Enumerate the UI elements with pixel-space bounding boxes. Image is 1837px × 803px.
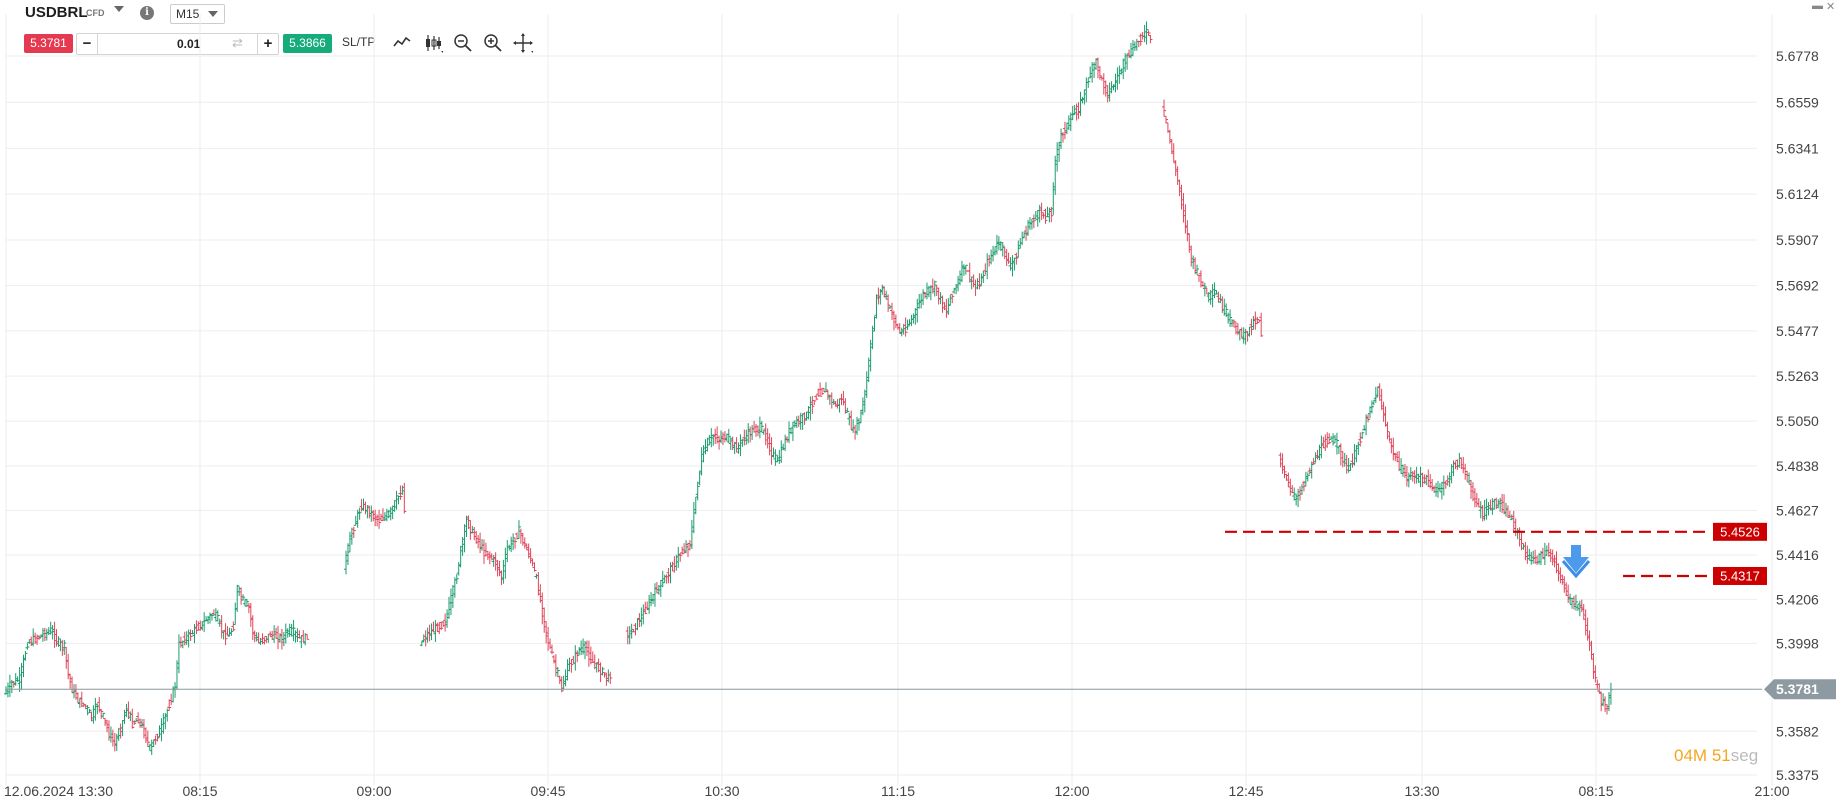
swap-icon[interactable]: ⇄ [232,35,243,50]
current-price-badge [1764,679,1836,700]
arrow-chevron [1561,560,1591,579]
timeframe-select[interactable]: M15 [170,4,225,24]
countdown-minutes-unit: M [1692,746,1708,765]
price-axis-label: 5.6778 [1776,48,1819,64]
time-axis-label: 10:30 [704,783,739,799]
candle-countdown: 04M 51seg [1674,746,1758,766]
quantity-increase-button[interactable]: + [257,34,278,54]
price-axis-label: 5.6559 [1776,94,1819,110]
price-axis-label: 5.3998 [1776,635,1819,651]
price-axis-label: 5.6341 [1776,140,1819,156]
price-axis-label: 5.4416 [1776,547,1819,563]
price-axis-label: 5.5907 [1776,232,1819,248]
sltp-button[interactable]: SL/TP [342,35,376,49]
price-axis-label: 5.4838 [1776,458,1819,474]
chart-toolbar: USDBRL CFD i M15 5.3781 − 0.01 ⇄ + 5.386… [0,0,1837,60]
quantity-stepper: − 0.01 ⇄ + [76,33,279,55]
quantity-input[interactable]: 0.01 [177,37,201,51]
price-axis-label: 5.4627 [1776,502,1819,518]
close-icon[interactable]: ✕ [1826,1,1836,13]
signal-layer [1561,545,1591,579]
minimize-icon[interactable]: ▬ [1812,0,1823,12]
price-axis: 5.6778 5.6559 5.6341 5.6124 5.5907 5.5692 5.54… [1764,48,1836,783]
countdown-seconds-unit: seg [1730,746,1759,765]
price-axis-label: 5.3375 [1776,767,1819,783]
arrow-body [1563,545,1589,573]
symbol-dropdown-chevron-icon[interactable] [114,6,124,12]
candlestick-icon[interactable] [422,32,444,54]
time-axis-label: 08:15 [1578,783,1613,799]
price-level-badge [1713,566,1767,585]
time-axis-label: 12:45 [1228,783,1263,799]
time-axis-label: 13:30 [1404,783,1439,799]
price-axis-label: 5.5263 [1776,368,1819,384]
time-axis-label: 21:00 [1754,783,1789,799]
current-price-label: 5.3781 [1776,681,1819,697]
buy-button[interactable]: 5.3866 [283,34,332,53]
symbol-label[interactable]: USDBRL [25,4,88,21]
countdown-minutes: 04 [1674,746,1693,765]
timeframe-chevron-icon [208,11,218,17]
price-axis-label: 5.3582 [1776,723,1819,739]
time-axis-label: 09:45 [530,783,565,799]
zoom-in-icon[interactable] [482,32,504,54]
quantity-decrease-button[interactable]: − [77,34,98,54]
time-axis-label: 09:00 [356,783,391,799]
candlestick-series [4,21,1613,756]
price-axis-label: 5.5477 [1776,323,1819,339]
line-chart-icon[interactable] [391,32,413,54]
price-level-label: 5.4526 [1720,524,1760,539]
time-axis-label: 12.06.2024 13:30 [4,783,113,799]
sell-button[interactable]: 5.3781 [24,34,73,53]
countdown-seconds: 51 [1711,746,1731,765]
timeframe-value: M15 [176,7,200,21]
zoom-out-icon[interactable] [452,32,474,54]
time-axis-label: 08:15 [182,783,217,799]
crosshair-icon[interactable] [512,32,534,54]
time-axis-label: 11:15 [881,783,915,799]
instrument-type-label: CFD [86,8,105,18]
price-levels: 5.4526 5.4317 [5,522,1767,690]
time-axis: 12.06.2024 13:30 08:15 09:00 09:45 10:30 11:1… [4,783,1790,799]
sell-signal-arrow-icon [1561,545,1591,579]
price-level-badge [1713,522,1767,541]
price-axis-label: 5.5050 [1776,413,1819,429]
chart-grid [5,14,1773,786]
price-axis-label: 5.6124 [1776,186,1819,202]
price-axis-label: 5.4206 [1776,591,1819,607]
info-icon[interactable]: i [140,6,154,20]
price-axis-label: 5.5692 [1776,277,1819,293]
time-axis-label: 12:00 [1054,783,1089,799]
price-level-label: 5.4317 [1720,568,1760,583]
